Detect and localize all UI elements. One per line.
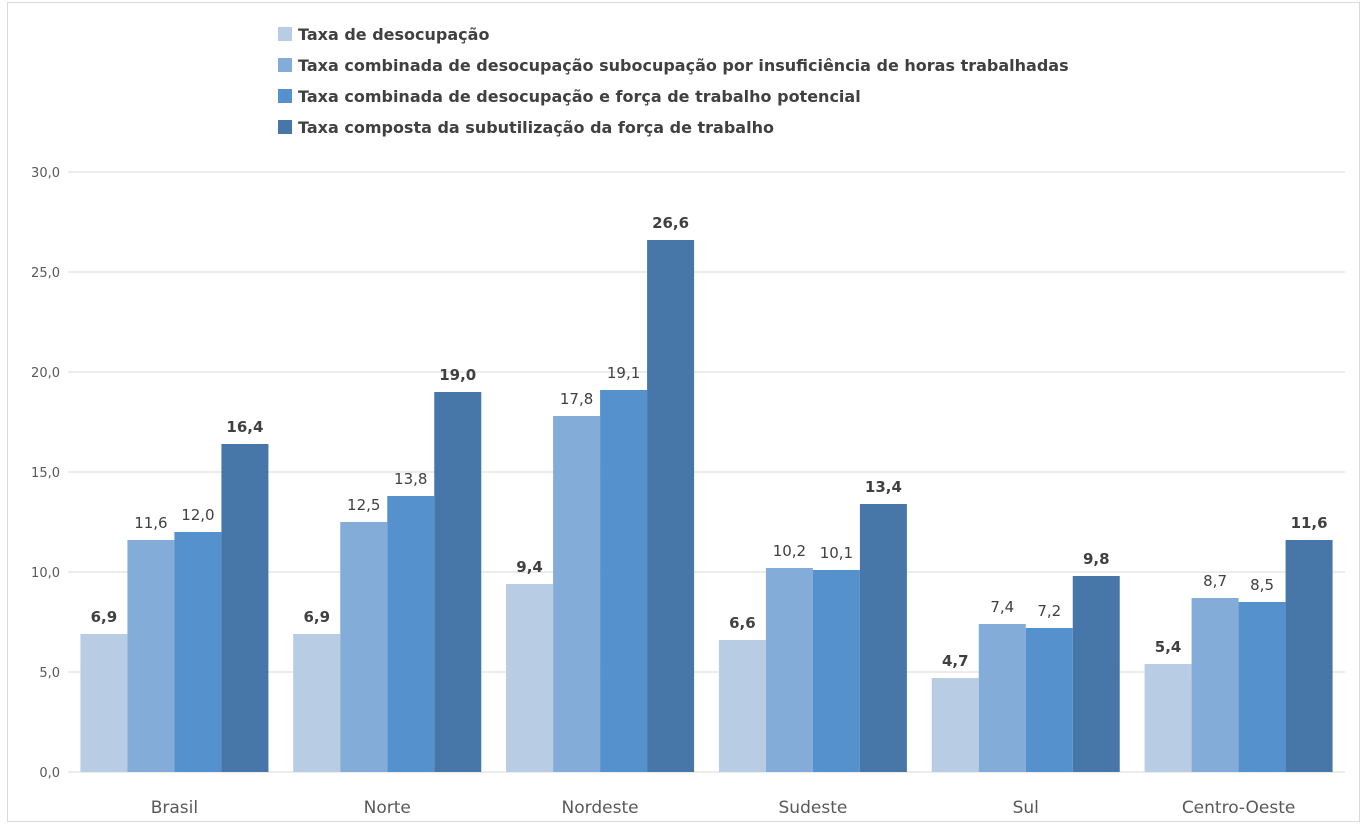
- bar: [553, 416, 601, 772]
- y-tick-label: 25,0: [31, 266, 60, 281]
- category-label: Centro-Oeste: [1182, 798, 1296, 818]
- data-label: 19,1: [607, 364, 640, 382]
- bar: [1025, 628, 1073, 772]
- data-label: 5,4: [1155, 638, 1182, 656]
- data-label: 12,5: [347, 496, 380, 514]
- data-label: 9,4: [516, 558, 543, 576]
- data-label: 10,1: [820, 544, 853, 562]
- bar: [127, 540, 175, 772]
- legend-label-4: Taxa composta da subutilização da força …: [298, 118, 774, 137]
- legend-swatch-2: [278, 57, 292, 72]
- category-label: Sul: [1013, 798, 1039, 818]
- chart-frame: [7, 2, 1360, 822]
- bar: [859, 504, 907, 772]
- bars: [80, 240, 1333, 772]
- data-label: 8,7: [1203, 572, 1227, 590]
- y-tick-label: 10,0: [31, 566, 60, 581]
- legend-swatch-3: [278, 88, 292, 103]
- legend-item-2: Taxa combinada de desocupação subocupaçã…: [278, 49, 1069, 80]
- data-label: 13,4: [865, 478, 902, 496]
- data-label: 7,4: [990, 598, 1014, 616]
- legend-item-3: Taxa combinada de desocupação e força de…: [278, 80, 1069, 111]
- data-label: 8,5: [1250, 576, 1274, 594]
- data-label: 17,8: [560, 390, 593, 408]
- bar: [1191, 598, 1239, 772]
- data-label: 10,2: [773, 542, 806, 560]
- data-label: 13,8: [394, 470, 427, 488]
- data-label: 6,6: [729, 614, 756, 632]
- bar: [1238, 602, 1286, 772]
- gridlines: [68, 171, 1345, 773]
- data-label: 11,6: [134, 514, 167, 532]
- data-label: 11,6: [1291, 514, 1328, 532]
- legend-swatch-1: [278, 26, 292, 41]
- bar: [293, 634, 341, 772]
- y-tick-label: 20,0: [31, 366, 60, 381]
- legend-label-2: Taxa combinada de desocupação subocupaçã…: [298, 56, 1069, 75]
- data-label: 26,6: [652, 214, 689, 232]
- data-label: 7,2: [1037, 602, 1061, 620]
- data-label: 16,4: [226, 418, 263, 436]
- bar: [340, 522, 388, 772]
- bar: [506, 584, 554, 772]
- legend-item-4: Taxa composta da subutilização da força …: [278, 111, 1069, 142]
- bar: [80, 634, 128, 772]
- category-label: Norte: [364, 798, 411, 818]
- data-label: 9,8: [1083, 550, 1110, 568]
- legend-label-3: Taxa combinada de desocupação e força de…: [298, 87, 861, 106]
- bar: [978, 624, 1026, 772]
- bar: [812, 570, 860, 772]
- category-label: Nordeste: [562, 798, 639, 818]
- legend-label-1: Taxa de desocupação: [298, 25, 490, 44]
- bar: [718, 640, 766, 772]
- data-label: 6,9: [303, 608, 330, 626]
- bar: [221, 444, 269, 772]
- bar: [434, 392, 482, 772]
- y-tick-label: 30,0: [31, 166, 60, 181]
- bar: [647, 240, 695, 772]
- legend: Taxa de desocupação Taxa combinada de de…: [278, 18, 1069, 142]
- bar: [1285, 540, 1333, 772]
- bar: [174, 532, 222, 772]
- y-tick-label: 15,0: [31, 466, 60, 481]
- data-label: 4,7: [942, 652, 969, 670]
- data-labels: 6,9 11,6 12,0 16,4 6,9 12,5 13,8 19,0 9,4 17,8 19,…: [91, 214, 1328, 670]
- y-tick-label: 5,0: [39, 666, 60, 681]
- y-tick-label: 0,0: [39, 766, 60, 781]
- data-label: 12,0: [181, 506, 214, 524]
- data-label: 19,0: [439, 366, 476, 384]
- legend-swatch-4: [278, 119, 292, 134]
- bar: [765, 568, 813, 772]
- legend-item-1: Taxa de desocupação: [278, 18, 1069, 49]
- bar: [387, 496, 435, 772]
- bar: [1072, 576, 1120, 772]
- bar: [600, 390, 648, 772]
- data-label: 6,9: [91, 608, 118, 626]
- category-label: Brasil: [151, 798, 198, 818]
- x-axis-categories: Brasil Norte Nordeste Sudeste Sul Centro-Oest…: [151, 798, 1296, 818]
- y-axis-ticks: 0,0 5,0 10,0 15,0 20,0 25,0 30,0: [31, 166, 60, 781]
- bar: [931, 678, 979, 772]
- category-label: Sudeste: [779, 798, 848, 818]
- bar: [1144, 664, 1192, 772]
